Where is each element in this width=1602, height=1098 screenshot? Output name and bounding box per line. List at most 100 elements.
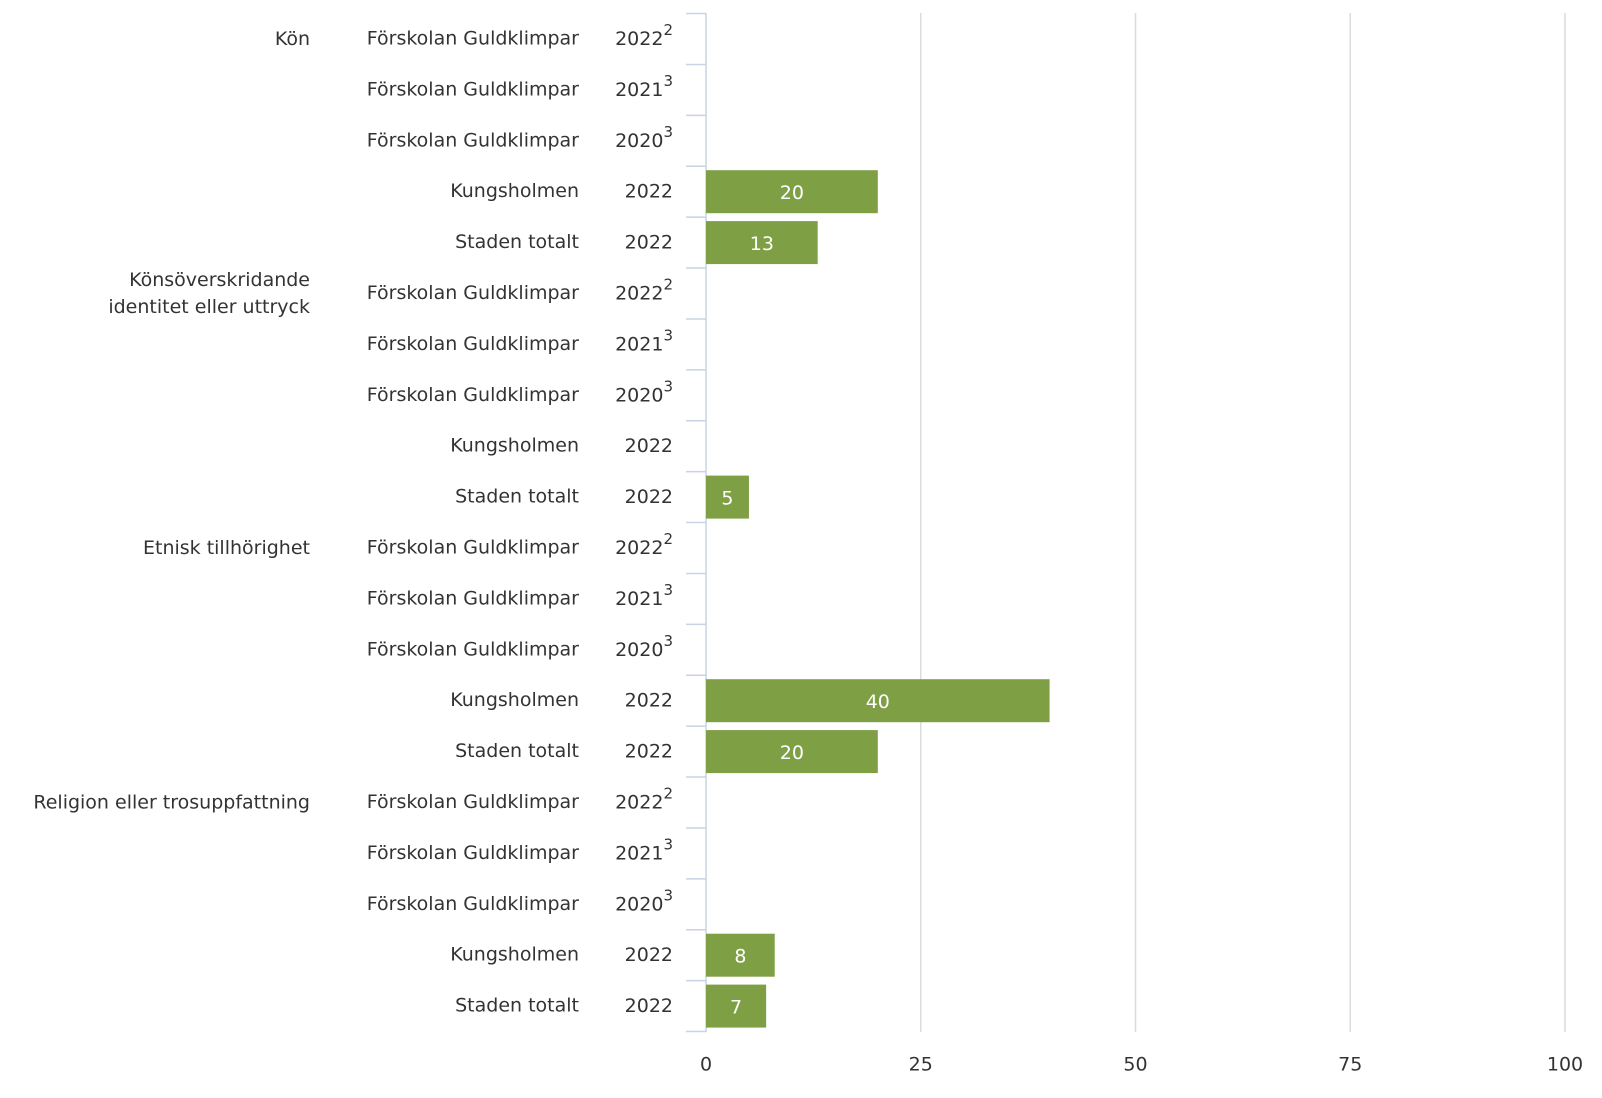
category-label: Staden totalt <box>455 995 579 1017</box>
year-label: 20213 <box>615 71 673 100</box>
year-label: 2022 <box>625 486 673 508</box>
bar <box>706 730 878 774</box>
year: 2021 <box>615 78 663 100</box>
group-label-line: Könsöverskridande <box>129 269 310 291</box>
year: 2022 <box>615 537 663 559</box>
value-label: 8 <box>734 946 746 968</box>
x-tick-label: 100 <box>1547 1054 1583 1076</box>
year-label: 20213 <box>615 580 673 609</box>
group-label-line: Etnisk tillhörighet <box>143 537 310 559</box>
value-label: 20 <box>780 742 804 764</box>
bar <box>706 221 818 265</box>
group-label: Könsöverskridande identitet eller uttryck <box>108 269 310 318</box>
footnote: 3 <box>663 377 673 395</box>
year: 2020 <box>615 384 663 406</box>
footnote: 3 <box>663 835 673 853</box>
year: 2022 <box>615 282 663 304</box>
footnote: 2 <box>663 784 673 802</box>
category-label: Kungsholmen <box>450 435 579 457</box>
group-label: Religion eller trosuppfattning <box>33 791 310 813</box>
x-tick-label: 0 <box>700 1054 712 1076</box>
year: 2022 <box>625 995 673 1017</box>
group-label-line: Religion eller trosuppfattning <box>33 791 310 813</box>
footnote: 2 <box>663 275 673 293</box>
year-label: 2022 <box>625 740 673 762</box>
category-label: Förskolan Guldklimpar <box>367 537 579 559</box>
footnote: 2 <box>663 530 673 548</box>
year: 2022 <box>625 231 673 253</box>
category-label: Förskolan Guldklimpar <box>367 129 579 151</box>
year-label: 20203 <box>615 377 673 406</box>
year: 2021 <box>615 587 663 609</box>
year: 2022 <box>615 28 663 50</box>
x-tick-label: 25 <box>909 1054 933 1076</box>
year-label: 2022 <box>625 435 673 457</box>
category-label: Förskolan Guldklimpar <box>367 384 579 406</box>
value-label: 40 <box>866 691 890 713</box>
category-label: Förskolan Guldklimpar <box>367 282 579 304</box>
category-label: Kungsholmen <box>450 689 579 711</box>
year: 2022 <box>625 180 673 202</box>
bar <box>706 984 767 1028</box>
year-label: 2022 <box>625 180 673 202</box>
x-tick-label: 50 <box>1123 1054 1147 1076</box>
year-label: 2022 <box>625 944 673 966</box>
year-label: 20203 <box>615 122 673 151</box>
year: 2020 <box>615 638 663 660</box>
group-label: Kön <box>275 28 310 50</box>
footnote: 3 <box>663 631 673 649</box>
x-tick-label: 75 <box>1338 1054 1362 1076</box>
year: 2022 <box>625 435 673 457</box>
group-label-line: identitet eller uttryck <box>108 296 310 318</box>
bar <box>706 679 1050 723</box>
category-label: Förskolan Guldklimpar <box>367 842 579 864</box>
year: 2020 <box>615 893 663 915</box>
year: 2022 <box>615 791 663 813</box>
category-label: Staden totalt <box>455 231 579 253</box>
value-label: 5 <box>721 488 733 510</box>
footnote: 3 <box>663 122 673 140</box>
year: 2022 <box>625 740 673 762</box>
year-label: 2022 <box>625 995 673 1017</box>
value-label: 20 <box>780 182 804 204</box>
year: 2022 <box>625 944 673 966</box>
bar <box>706 475 749 519</box>
category-label: Staden totalt <box>455 740 579 762</box>
value-label: 13 <box>750 233 774 255</box>
footnote: 2 <box>663 21 673 39</box>
category-label: Förskolan Guldklimpar <box>367 638 579 660</box>
bar <box>706 170 878 214</box>
category-label: Kungsholmen <box>450 944 579 966</box>
group-label-line: Kön <box>275 28 310 50</box>
footnote: 3 <box>663 326 673 344</box>
year-label: 20213 <box>615 326 673 355</box>
year-label: 20222 <box>615 21 673 50</box>
year: 2022 <box>625 486 673 508</box>
category-label: Förskolan Guldklimpar <box>367 791 579 813</box>
year-label: 20222 <box>615 784 673 813</box>
category-label: Förskolan Guldklimpar <box>367 28 579 50</box>
footnote: 3 <box>663 886 673 904</box>
category-label: Förskolan Guldklimpar <box>367 333 579 355</box>
year-label: 2022 <box>625 231 673 253</box>
category-label: Kungsholmen <box>450 180 579 202</box>
category-label: Staden totalt <box>455 486 579 508</box>
year-label: 20222 <box>615 275 673 304</box>
year-label: 2022 <box>625 689 673 711</box>
year: 2020 <box>615 129 663 151</box>
category-label: Förskolan Guldklimpar <box>367 587 579 609</box>
category-label: Förskolan Guldklimpar <box>367 893 579 915</box>
group-label: Etnisk tillhörighet <box>143 537 310 559</box>
year: 2022 <box>625 689 673 711</box>
year: 2021 <box>615 333 663 355</box>
category-label: Förskolan Guldklimpar <box>367 78 579 100</box>
year: 2021 <box>615 842 663 864</box>
year-label: 20203 <box>615 631 673 660</box>
year-label: 20213 <box>615 835 673 864</box>
footnote: 3 <box>663 71 673 89</box>
footnote: 3 <box>663 580 673 598</box>
year-label: 20203 <box>615 886 673 915</box>
value-label: 7 <box>730 997 742 1019</box>
year-label: 20222 <box>615 530 673 559</box>
